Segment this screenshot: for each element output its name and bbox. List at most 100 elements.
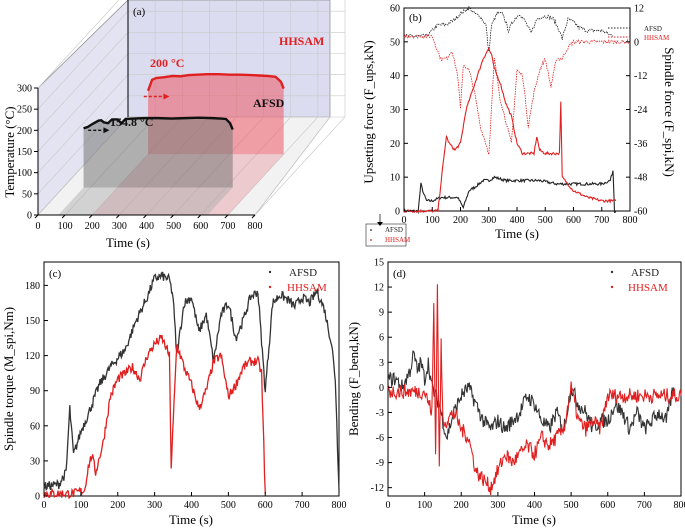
pc-y-tick-label: 150 xyxy=(25,316,40,327)
panel-d-legend-afsd-marker xyxy=(610,270,614,274)
panel-a-label: (a) xyxy=(133,6,146,18)
panel-d-bending-chart: 0 100 200 300 400 500 600 700 800 15 12 9 6 3 0 -3 -6 -9 -… xyxy=(346,258,685,528)
panel-c-series xyxy=(43,271,340,500)
pc-y-tick-label: 60 xyxy=(30,421,40,432)
panel-a-afsd-temp-label: 154.8 °C xyxy=(110,115,153,129)
panel-c-torque-chart: 0 100 200 300 400 500 600 700 800 0 30 60 90 120 150 18… xyxy=(1,261,347,527)
panel-a-x-tick-label: 100 xyxy=(58,221,73,232)
pc-y-tick-label: 180 xyxy=(25,281,40,292)
panel-c-label: (c) xyxy=(49,268,62,280)
panel-a-hhsam-line xyxy=(146,73,285,92)
pd-y-tick-label: 15 xyxy=(374,258,384,269)
panel-a-afsd-arrowhead-icon xyxy=(103,127,110,134)
panel-a-ylabel: Temperature (°C) xyxy=(2,106,17,197)
panel-a-afsd-line xyxy=(83,116,234,131)
pd-y-tick-label: -6 xyxy=(376,433,384,444)
panel-c-legend: AFSD HHSAM xyxy=(268,267,327,294)
panel-a-3d-temperature-chart: 0 100 200 300 400 500 600 700 800 0 50 100 150 200 250… xyxy=(2,0,346,250)
panel-a-hhsam-arrowhead-icon xyxy=(163,93,170,100)
panel-a-hhsam-label: HHSAM xyxy=(279,34,324,48)
panel-b-label: (b) xyxy=(409,12,422,24)
pb-y-tick-label: 20 xyxy=(390,139,400,150)
pb-y-right-tick-label: 0 xyxy=(634,37,639,48)
panel-b-series-hhsam-right xyxy=(403,33,631,155)
panel-a-x-tick-label: 0 xyxy=(36,221,41,232)
pb-y-tick-label: 0 xyxy=(395,207,400,218)
panel-a-x-tick xyxy=(61,214,66,219)
panel-c-legend-afsd: AFSD xyxy=(289,267,317,279)
pd-y-tick-label: -3 xyxy=(376,408,384,419)
panel-d-series-hhsam xyxy=(387,284,682,496)
panel-a-y-tick-label: 200 xyxy=(17,126,32,137)
panel-c-legend-hhsam-marker xyxy=(268,285,272,289)
panel-a-x-tick xyxy=(170,214,174,219)
pb-y-right-tick-label: 12 xyxy=(634,4,644,15)
pc-y-tick-label: 0 xyxy=(35,492,40,503)
panel-b-legend-afsd-marker xyxy=(370,229,372,231)
panel-a-y-tick-label: 50 xyxy=(22,189,32,200)
pd-y-tick-label: 0 xyxy=(379,383,384,394)
pb-y-right-tick-label: -60 xyxy=(634,207,647,218)
pc-y-tick-label: 120 xyxy=(25,351,40,362)
pd-x-tick-label: 500 xyxy=(564,500,579,511)
panel-a-x-tick-label: 700 xyxy=(220,221,235,232)
pd-y-tick-label: 9 xyxy=(379,308,384,319)
panel-c-legend-hhsam: HHSAM xyxy=(287,282,327,294)
pb-x-tick-label: 300 xyxy=(481,215,496,226)
pb-y-tick-label: 50 xyxy=(390,37,400,48)
panel-a-afsd-area xyxy=(83,117,233,188)
panel-b-legend-hhsam-marker xyxy=(370,239,372,241)
panel-a-afsd-floor-shadow xyxy=(58,187,233,215)
panel-a-axes: 0 100 200 300 400 500 600 700 800 0 50 100 150 200 250… xyxy=(17,0,263,232)
panel-a-y-tick-label: 150 xyxy=(17,147,32,158)
panel-b-legend-bottom-afsd: AFSD xyxy=(385,226,403,234)
pb-x-tick-label: 600 xyxy=(566,215,581,226)
panel-a-x-tick xyxy=(197,214,202,219)
panel-b-legend-bottom: AFSD HHSAM xyxy=(365,214,411,247)
pb-y-tick-label: 60 xyxy=(390,4,400,15)
pc-x-tick-label: 400 xyxy=(184,500,199,511)
panel-a-y-tick-label: 0 xyxy=(27,211,32,222)
pc-x-tick-label: 600 xyxy=(258,500,273,511)
panel-a-y-tick-label: 300 xyxy=(17,84,32,95)
pb-y-right-tick-label: -36 xyxy=(634,139,647,150)
pd-y-tick-label: 6 xyxy=(379,333,384,344)
panel-b-ylabel-right: Spindle force (F_spi,kN) xyxy=(662,47,677,177)
pc-y-tick-label: 30 xyxy=(30,456,40,467)
pd-x-tick-label: 100 xyxy=(417,500,432,511)
panel-a-x-tick-label: 400 xyxy=(139,221,154,232)
panel-b-xlabel: Time (s) xyxy=(495,226,539,241)
panel-a-x-tick-label: 500 xyxy=(166,221,181,232)
panel-a-x-tick-label: 300 xyxy=(112,221,127,232)
panel-b-ylabel-left: Upsetting force (F_ups,kN) xyxy=(361,40,376,183)
panel-a-y-tick-label: 250 xyxy=(17,105,32,116)
panel-a-series-areas xyxy=(58,73,285,215)
panel-d-legend-hhsam: HHSAM xyxy=(628,282,668,294)
pc-x-tick-label: 100 xyxy=(73,500,88,511)
panel-c-legend-afsd-marker xyxy=(268,270,272,274)
panel-d-label: (d) xyxy=(393,268,406,280)
pd-x-tick-label: 700 xyxy=(637,500,652,511)
panel-b-force-chart: 0 100 200 300 400 500 600 700 800 0 10 20 30 40 50 60 12… xyxy=(361,4,677,247)
panel-d-legend: AFSD HHSAM xyxy=(610,267,668,294)
panel-a-x-tick xyxy=(251,214,256,219)
pb-x-tick-label: 100 xyxy=(425,215,440,226)
pd-x-tick-label: 800 xyxy=(674,500,685,511)
pd-x-tick-label: 400 xyxy=(527,500,542,511)
panel-b-ticks: 0 100 200 300 400 500 600 700 800 0 10 20 30 40 50 60 12… xyxy=(390,4,647,227)
panel-b-series-hhsam-left xyxy=(403,47,617,214)
panel-b-legend-top: AFSD HHSAM xyxy=(608,25,670,42)
pb-y-tick-label: 30 xyxy=(390,105,400,116)
pb-x-tick-label: 200 xyxy=(453,215,468,226)
pc-x-tick-label: 700 xyxy=(295,500,310,511)
pb-y-right-tick-label: -24 xyxy=(634,105,647,116)
pc-x-tick-label: 0 xyxy=(42,500,47,511)
pc-x-tick-label: 300 xyxy=(147,500,162,511)
panel-b-series-afsd-left xyxy=(403,170,617,215)
panel-d-legend-hhsam-marker xyxy=(610,285,614,289)
pc-y-tick-label: 90 xyxy=(30,386,40,397)
panel-d-series-afsd xyxy=(387,350,675,441)
panel-a-y-tick-label: 100 xyxy=(17,168,32,179)
panel-a-x-tick xyxy=(88,214,93,219)
